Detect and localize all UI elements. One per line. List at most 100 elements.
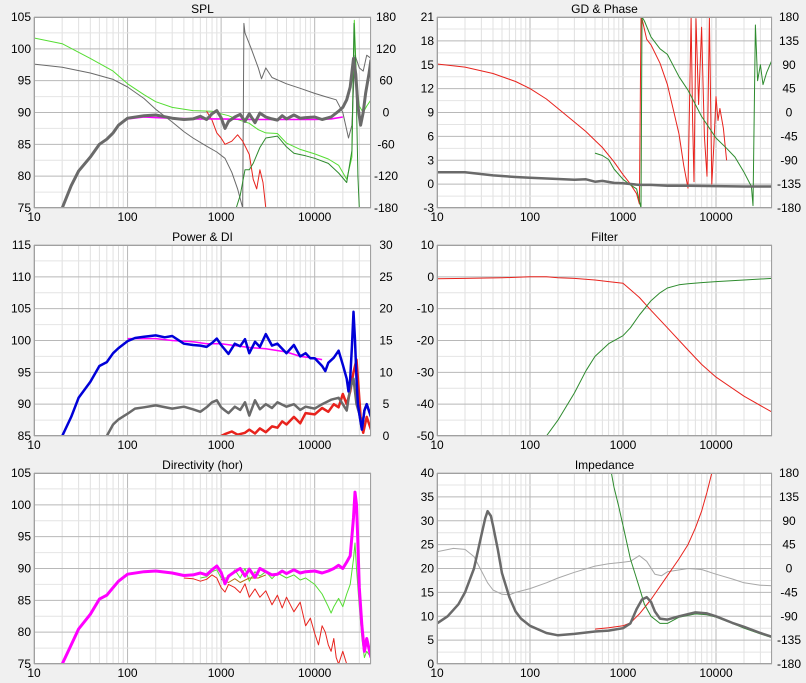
y-tick-label: 6 bbox=[427, 129, 434, 143]
y2-tick-label: 45 bbox=[782, 538, 796, 552]
y-tick-label: 40 bbox=[421, 466, 435, 480]
y2-tick-label: 0 bbox=[786, 562, 793, 576]
y2-tick-label: -45 bbox=[780, 585, 798, 599]
y-tick-label: 105 bbox=[11, 302, 31, 316]
y2-tick-label: 0 bbox=[383, 106, 390, 120]
series-line-orange-2 bbox=[220, 574, 266, 583]
x-tick-label: 100 bbox=[118, 438, 138, 452]
y-tick-label: 75 bbox=[18, 657, 32, 671]
y-tick-label: 100 bbox=[11, 334, 31, 348]
y2-tick-label: 20 bbox=[379, 302, 393, 316]
series-group bbox=[437, 276, 772, 436]
y2-tick-label: -45 bbox=[780, 129, 798, 143]
y-tick-label: 15 bbox=[421, 585, 435, 599]
x-tick-label: 10000 bbox=[298, 210, 332, 224]
y-tick-label: -20 bbox=[417, 334, 435, 348]
y-tick-label: 5 bbox=[427, 633, 434, 647]
y-tick-label: 100 bbox=[11, 42, 31, 56]
y-tick-label: 9 bbox=[427, 106, 434, 120]
x-tick-label: 10000 bbox=[699, 438, 733, 452]
chart-title: SPL bbox=[191, 2, 214, 16]
y-tick-label: 105 bbox=[11, 466, 31, 480]
series-group bbox=[437, 17, 772, 208]
y-tick-label: 100 bbox=[11, 498, 31, 512]
y2-tick-label: 135 bbox=[779, 490, 799, 504]
x-tick-label: 10 bbox=[27, 210, 41, 224]
x-tick-label: 1000 bbox=[610, 438, 637, 452]
x-tick-label: 10 bbox=[27, 438, 41, 452]
x-tick-label: 10 bbox=[430, 438, 444, 452]
series-line-gray-1 bbox=[105, 377, 371, 436]
plot-frame bbox=[437, 17, 772, 208]
y2-tick-label: -180 bbox=[777, 201, 801, 215]
series-line-red-0 bbox=[437, 276, 772, 413]
y-tick-label: -50 bbox=[417, 429, 435, 443]
y-tick-label: 80 bbox=[18, 625, 32, 639]
series-line-green-1 bbox=[594, 17, 772, 208]
grid bbox=[436, 472, 773, 665]
y-tick-label: 0 bbox=[427, 657, 434, 671]
plot-frame bbox=[437, 245, 772, 436]
series-line-light_gray-0 bbox=[437, 547, 772, 596]
series-line-blue-3 bbox=[60, 310, 371, 436]
x-tick-label: 1000 bbox=[610, 666, 637, 680]
grid bbox=[436, 16, 773, 209]
y-tick-label: 10 bbox=[421, 238, 435, 252]
series-line-gray-2 bbox=[437, 170, 772, 188]
chart-impedance: Impedance 40 35 30 25 20 15 10 5 0 180 135 90 45 0 -45 -… bbox=[403, 456, 806, 683]
series-line-gray-3 bbox=[437, 509, 772, 638]
x-tick-label: 100 bbox=[118, 666, 138, 680]
chart-spl: SPL 105 100 95 90 85 80 75 180 120 60 0 -60 -120 -180 1… bbox=[0, 0, 401, 226]
y-tick-label: 21 bbox=[421, 10, 435, 24]
chart-title: Impedance bbox=[575, 458, 635, 472]
y-tick-label: 12 bbox=[421, 82, 435, 96]
y2-tick-label: -180 bbox=[777, 657, 801, 671]
series-line-gray-5 bbox=[60, 56, 371, 208]
plot-frame bbox=[34, 245, 371, 436]
chart-power_di: Power & DI115110105100959085302520151050… bbox=[0, 228, 401, 454]
y-tick-label: 110 bbox=[12, 270, 31, 284]
y-tick-label: 75 bbox=[18, 201, 32, 215]
y-tick-label: 105 bbox=[11, 10, 31, 24]
y-tick-label: 95 bbox=[18, 74, 32, 88]
x-tick-label: 100 bbox=[118, 210, 138, 224]
y-tick-label: 85 bbox=[18, 137, 32, 151]
series-group bbox=[437, 473, 772, 639]
plot-frame bbox=[34, 17, 371, 208]
series-line-magenta-2 bbox=[127, 337, 323, 361]
x-tick-label: 1000 bbox=[208, 438, 235, 452]
x-tick-label: 10000 bbox=[298, 666, 332, 680]
chart-title: GD & Phase bbox=[571, 2, 638, 16]
y-tick-label: -10 bbox=[417, 302, 435, 316]
y-tick-label: 0 bbox=[427, 177, 434, 191]
plot-frame bbox=[34, 473, 371, 664]
chart-gd_phase: GD & Phase 21 18 15 12 9 6 3 0 -3 180 135 90 45 0 -45 -9… bbox=[403, 0, 806, 226]
y2-tick-label: -120 bbox=[374, 169, 398, 183]
series-line-gray-1 bbox=[34, 22, 371, 208]
y-tick-label: 90 bbox=[18, 106, 32, 120]
x-tick-label: 1000 bbox=[610, 210, 637, 224]
y-tick-label: 25 bbox=[421, 538, 435, 552]
series-line-green-3 bbox=[235, 22, 360, 208]
y-tick-label: 90 bbox=[18, 562, 32, 576]
y-tick-label: 0 bbox=[427, 270, 434, 284]
series-line-red-0 bbox=[437, 17, 728, 205]
y2-tick-label: 0 bbox=[383, 429, 390, 443]
y2-tick-label: -90 bbox=[780, 153, 798, 167]
y2-tick-label: 180 bbox=[779, 10, 799, 24]
y2-tick-label: 90 bbox=[782, 58, 796, 72]
y2-tick-label: -135 bbox=[777, 177, 801, 191]
chart-title: Power & DI bbox=[172, 230, 233, 244]
y2-tick-label: 135 bbox=[779, 34, 799, 48]
y-tick-label: 35 bbox=[421, 490, 435, 504]
x-tick-label: 100 bbox=[520, 666, 540, 680]
y2-tick-label: 10 bbox=[379, 365, 393, 379]
x-tick-label: 10 bbox=[430, 210, 444, 224]
y-tick-label: -30 bbox=[417, 365, 435, 379]
y-tick-label: 85 bbox=[18, 429, 32, 443]
chart-title: Filter bbox=[591, 230, 618, 244]
y-tick-label: 20 bbox=[421, 562, 435, 576]
